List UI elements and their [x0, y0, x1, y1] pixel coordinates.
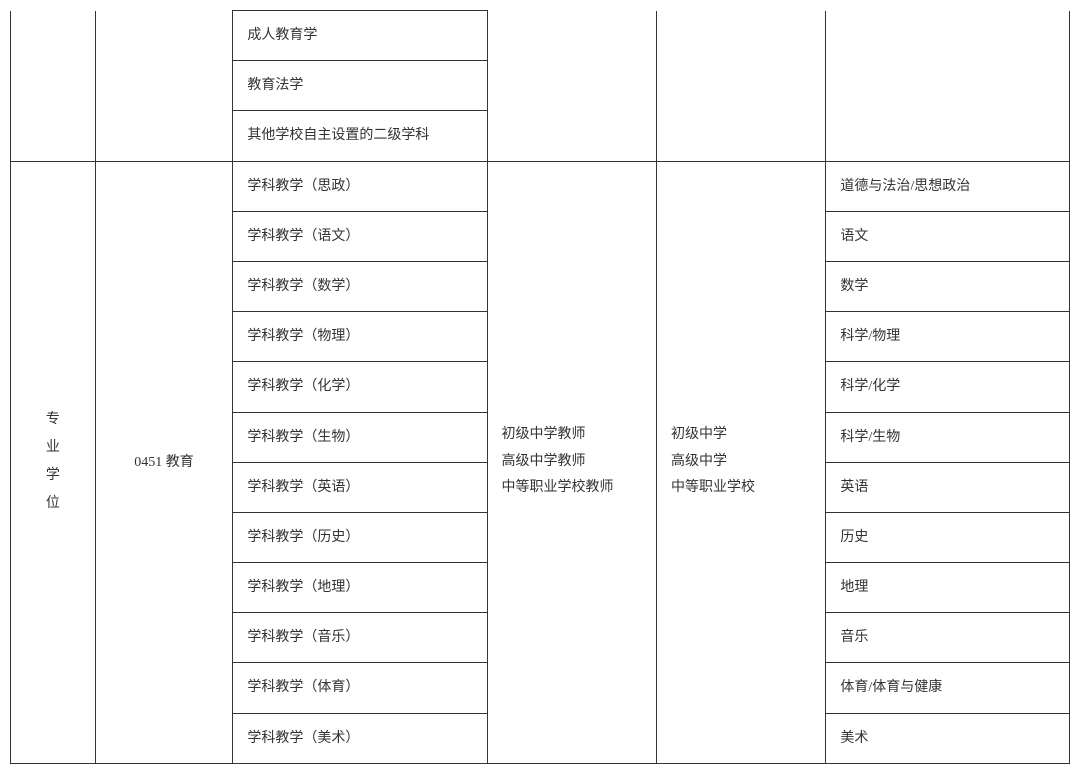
cell-subject: 学科教学（数学） [233, 261, 487, 311]
line: 中等职业学校 [671, 475, 811, 502]
cell-mapped: 美术 [826, 713, 1070, 763]
cell-mapped: 语文 [826, 211, 1070, 261]
cell-mapped: 道德与法治/思想政治 [826, 161, 1070, 211]
cell-mapped: 历史 [826, 512, 1070, 562]
cell-mapped: 体育/体育与健康 [826, 663, 1070, 713]
cell-mapped: 地理 [826, 563, 1070, 613]
cell-school-level: 初级中学 高级中学 中等职业学校 [656, 161, 825, 763]
cell-subject: 成人教育学 [233, 11, 487, 61]
line: 初级中学教师 [502, 422, 642, 449]
cell-subject: 教育法学 [233, 61, 487, 111]
line: 中等职业学校教师 [502, 475, 642, 502]
cell-subject: 学科教学（美术） [233, 713, 487, 763]
cell-col2-top [95, 11, 233, 162]
cell-mapped: 科学/物理 [826, 312, 1070, 362]
cell-subject: 学科教学（英语） [233, 462, 487, 512]
line: 初级中学 [671, 422, 811, 449]
cell-teacher-level: 初级中学教师 高级中学教师 中等职业学校教师 [487, 161, 656, 763]
cell-code: 0451 教育 [95, 161, 233, 763]
cell-subject: 其他学校自主设置的二级学科 [233, 111, 487, 161]
cell-col6-top [826, 11, 1070, 162]
vert-char: 专 [46, 406, 60, 434]
cell-subject: 学科教学（思政） [233, 161, 487, 211]
degree-table: 成人教育学 教育法学 其他学校自主设置的二级学科 专 业 学 位 0451 教育… [10, 10, 1070, 764]
cell-mapped: 科学/化学 [826, 362, 1070, 412]
cell-subject: 学科教学（音乐） [233, 613, 487, 663]
vert-char: 位 [46, 490, 60, 518]
cell-mapped: 音乐 [826, 613, 1070, 663]
cell-mapped: 英语 [826, 462, 1070, 512]
cell-mapped: 数学 [826, 261, 1070, 311]
table-row: 成人教育学 [11, 11, 1070, 61]
vertical-label: 专 业 学 位 [25, 406, 81, 518]
table-row: 专 业 学 位 0451 教育 学科教学（思政） 初级中学教师 高级中学教师 中… [11, 161, 1070, 211]
cell-col4-top [487, 11, 656, 162]
cell-mapped: 科学/生物 [826, 412, 1070, 462]
cell-degree-type: 专 业 学 位 [11, 161, 96, 763]
vert-char: 学 [46, 462, 60, 490]
cell-subject: 学科教学（历史） [233, 512, 487, 562]
cell-subject: 学科教学（化学） [233, 362, 487, 412]
cell-col5-top [656, 11, 825, 162]
cell-subject: 学科教学（生物） [233, 412, 487, 462]
cell-subject: 学科教学（物理） [233, 312, 487, 362]
line: 高级中学 [671, 449, 811, 476]
cell-subject: 学科教学（语文） [233, 211, 487, 261]
vert-char: 业 [46, 434, 60, 462]
cell-subject: 学科教学（地理） [233, 563, 487, 613]
cell-col1-top [11, 11, 96, 162]
cell-subject: 学科教学（体育） [233, 663, 487, 713]
line: 高级中学教师 [502, 449, 642, 476]
